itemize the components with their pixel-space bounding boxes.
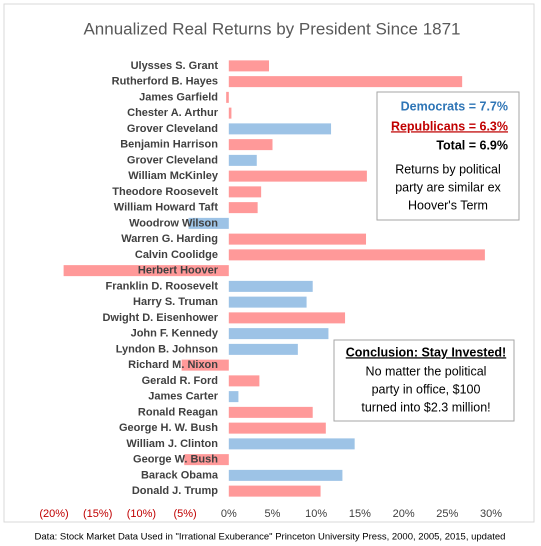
annotation: Hoover's Term [408,198,488,212]
bar [228,60,270,72]
bar [228,391,239,403]
bar [184,454,229,466]
annotation: party in office, $100 [372,382,481,396]
bar [181,359,229,371]
y-tick-label: James Carter [148,391,218,403]
annotation: Democrats = 7.7% [401,99,508,113]
y-tick-label: Dwight D. Eisenhower [102,312,218,324]
bar [228,312,346,324]
annotation: Republicans = 6.3% [391,119,508,133]
bar [188,217,229,229]
x-tick-label: (5%) [173,508,196,520]
x-tick-label: 5% [265,508,281,520]
bar [228,202,258,214]
annotation: Returns by political [395,162,501,176]
x-tick-label: 15% [349,508,371,520]
x-tick-label: (20%) [39,508,68,520]
x-tick-label: 30% [480,508,502,520]
y-tick-label: Herbert Hoover [138,265,219,277]
bar [228,328,329,340]
bar [228,154,257,166]
y-tick-label: Calvin Coolidge [135,249,218,261]
y-tick-label: Ulysses S. Grant [131,60,219,72]
x-tick-label: 0% [221,508,237,520]
x-tick-label: (10%) [127,508,156,520]
y-tick-label: Donald J. Trump [132,485,218,497]
y-tick-label: Barack Obama [141,469,219,481]
y-tick-label: George H. W. Bush [119,422,218,434]
y-tick-label: Theodore Roosevelt [112,186,218,198]
annotation: Conclusion: Stay Invested! [346,345,506,359]
y-tick-label: Grover Cleveland [127,123,218,135]
y-tick-label: Rutherford B. Hayes [112,76,218,88]
y-tick-label: James Garfield [139,91,218,103]
bar [228,249,485,261]
y-tick-label: Gerald R. Ford [142,375,218,387]
annotation: Total = 6.9% [436,138,508,152]
y-tick-label: Chester A. Arthur [127,107,219,119]
bar [228,170,367,182]
bar [228,186,262,198]
y-tick-label: Woodrow Wilson [129,217,218,229]
y-tick-label: Ronald Reagan [138,406,218,418]
y-tick-label: Harry S. Truman [133,296,218,308]
bar [228,343,298,355]
bar [228,280,313,292]
bar [228,422,326,434]
annotation: No matter the political [366,364,487,378]
bar [228,485,321,497]
annotation: party are similar ex [395,180,501,194]
y-tick-label: George W. Bush [133,454,218,466]
y-tick-label: John F. Kennedy [131,328,219,340]
bar [63,265,229,277]
bar [228,406,313,418]
bar [228,375,260,387]
y-tick-label: Grover Cleveland [127,154,218,166]
chart-border [3,3,535,523]
source-note: Data: Stock Market Data Used in "Irratio… [35,532,506,543]
bar [228,123,332,135]
chart-title: Annualized Real Returns by President Sin… [83,19,460,38]
y-tick-label: Richard M. Nixon [128,359,218,371]
bar [228,438,355,450]
bar [228,107,232,119]
annotation-box [333,339,515,422]
y-tick-label: Warren G. Harding [121,233,218,245]
bar [228,469,343,481]
x-tick-label: 20% [393,508,415,520]
y-tick-label: William J. Clinton [126,438,218,450]
bar [226,91,229,103]
bar [228,76,463,88]
x-tick-label: (15%) [83,508,112,520]
y-tick-label: William McKinley [128,170,219,182]
plot-area: Ulysses S. Grant Rutherford B. Hayes James… [39,60,502,520]
x-tick-label: 10% [305,508,327,520]
annotation: turned into $2.3 million! [361,400,490,414]
y-tick-label: Franklin D. Roosevelt [106,280,219,292]
bar [228,233,367,245]
y-tick-label: William Howard Taft [114,202,219,214]
x-tick-label: 25% [436,508,458,520]
y-tick-label: Lyndon B. Johnson [116,343,219,355]
bar [228,139,273,151]
bar [228,296,307,308]
annotation-box [376,91,520,221]
y-tick-label: Benjamin Harrison [120,139,218,151]
